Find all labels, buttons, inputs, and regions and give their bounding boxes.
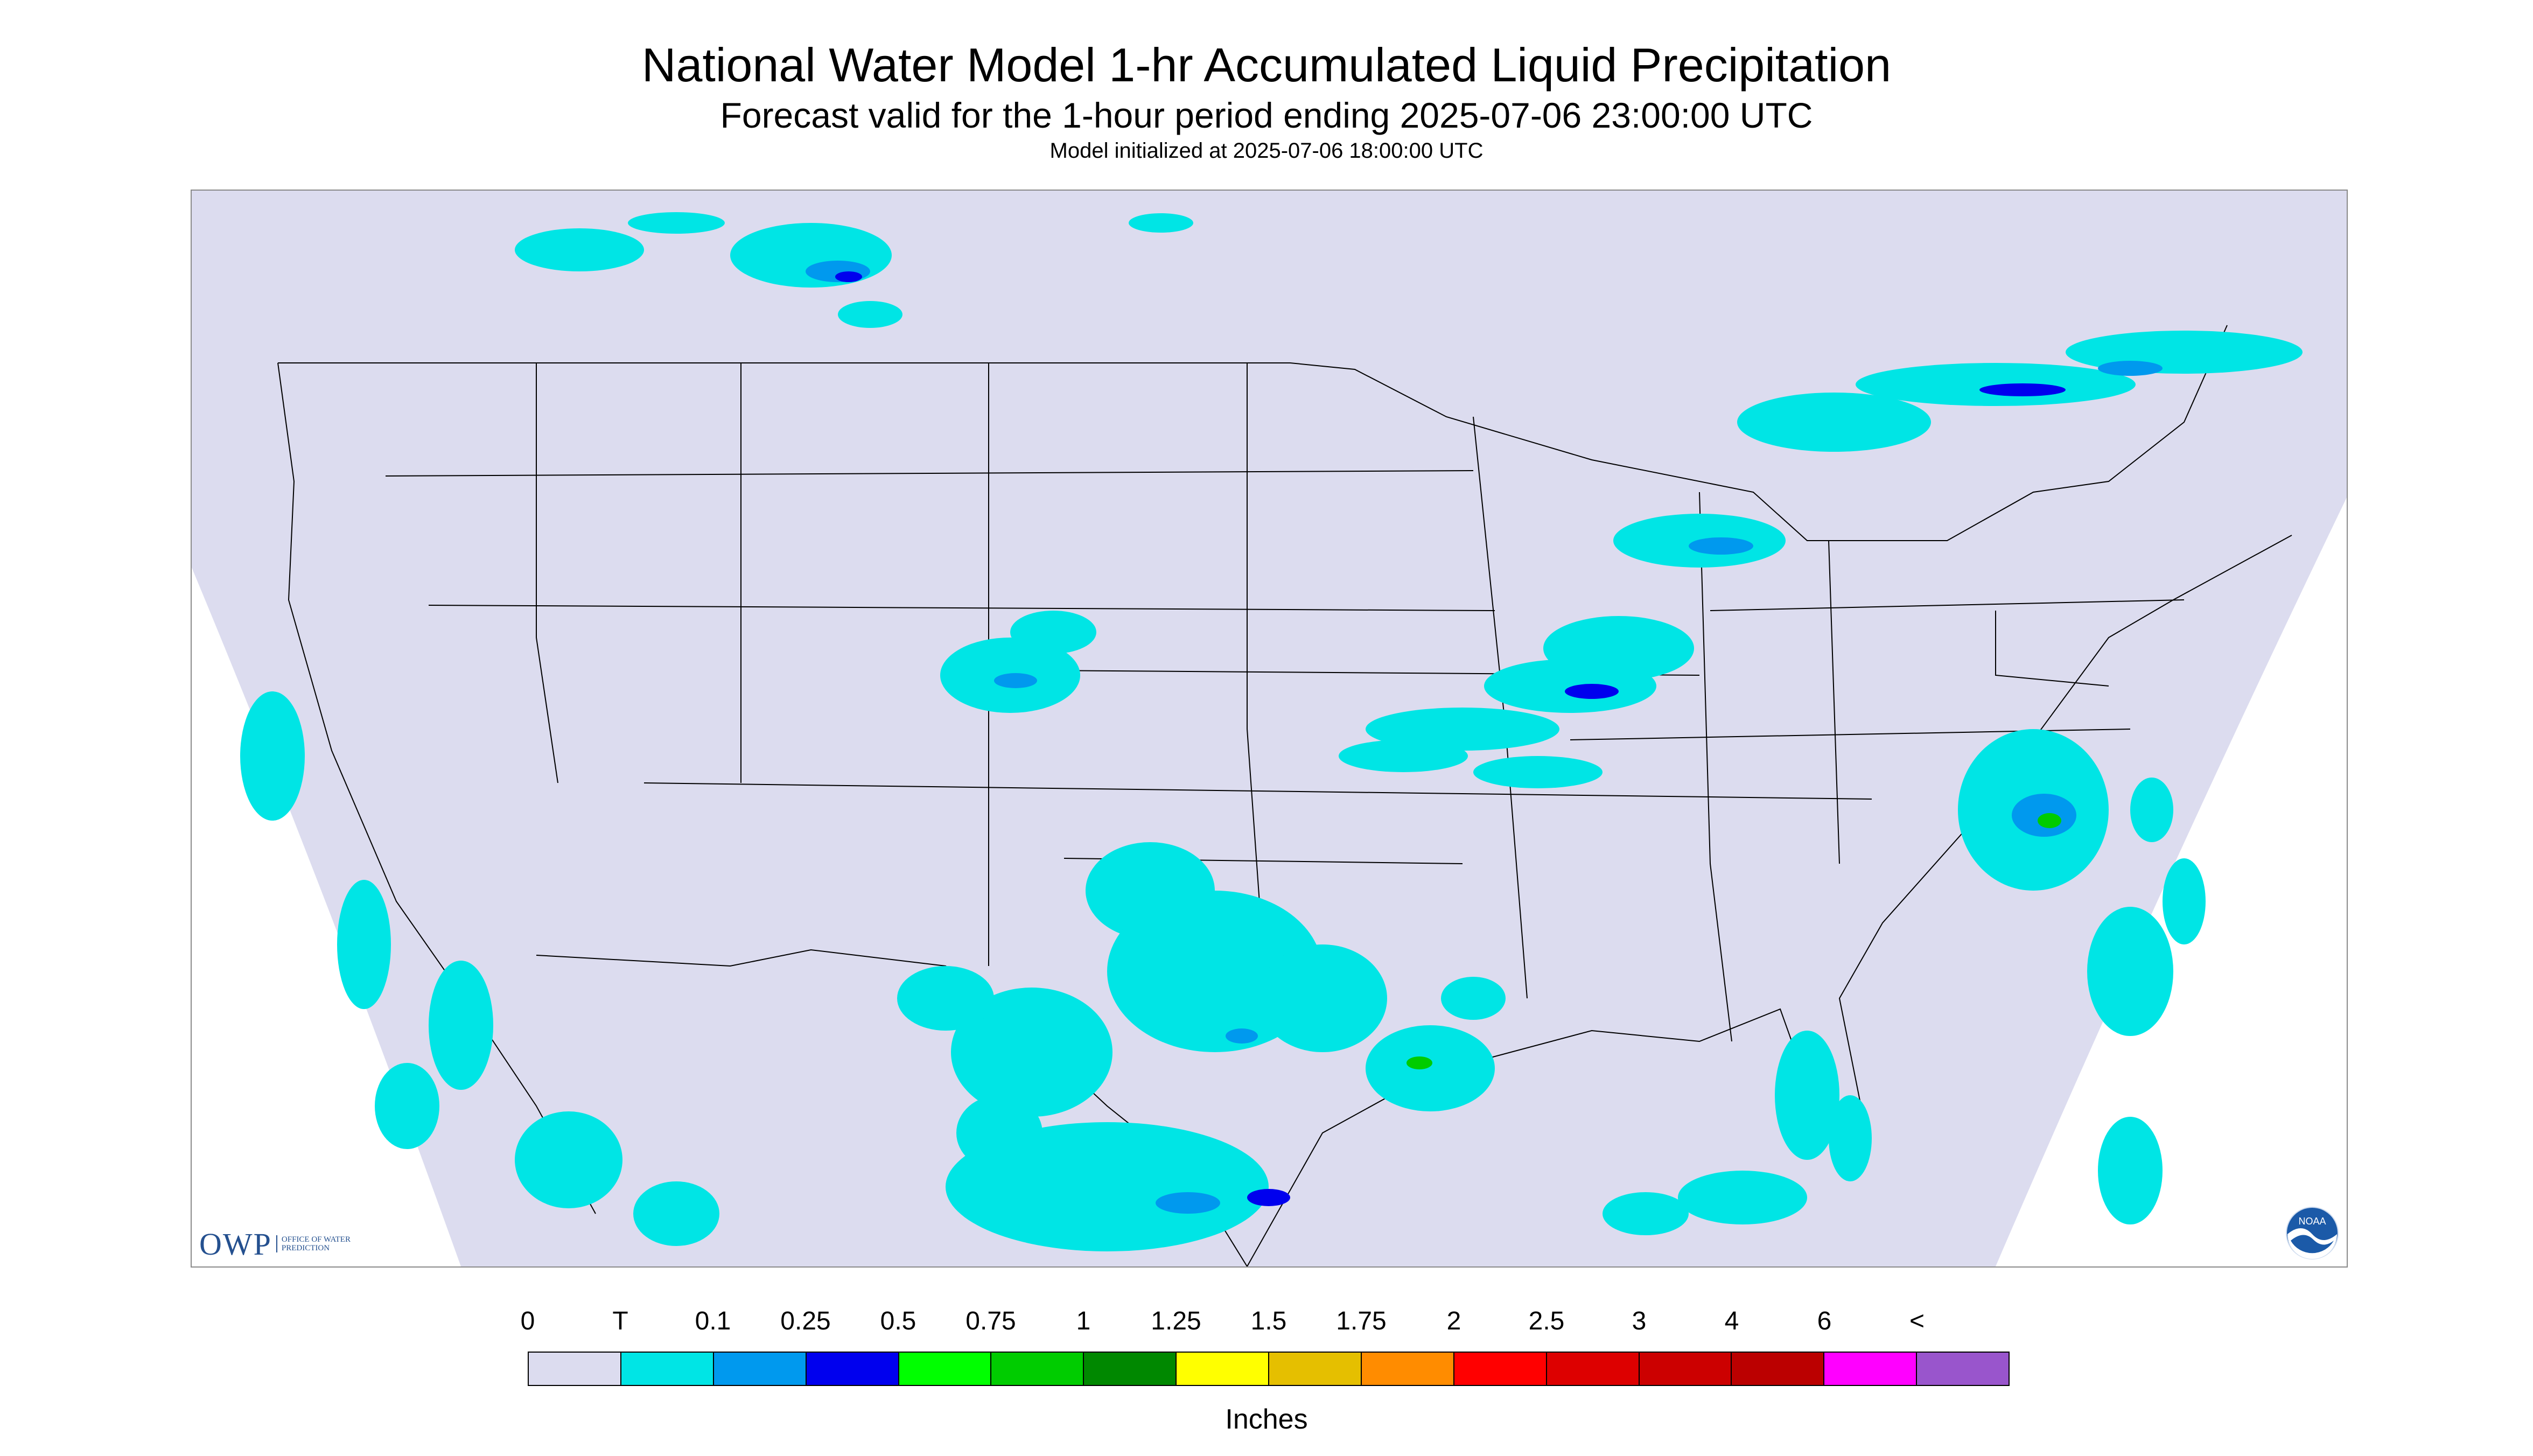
owp-logo-subtext: OFFICE OF WATER PREDICTION [276,1235,352,1252]
map-subtitle: Forecast valid for the 1-hour period end… [720,95,1813,135]
precip-cell [1678,1171,1807,1224]
legend-tick-label: 1 [1076,1307,1091,1335]
precip-cell [2087,907,2173,1036]
legend-tick-label: 6 [1817,1307,1832,1335]
legend-tick-label: 1.25 [1151,1307,1201,1335]
precip-cell [515,228,644,271]
precip-cell [628,212,725,234]
precip-cell [1366,708,1559,751]
precip-cell [1258,944,1387,1052]
legend-color-bar [528,1352,2010,1386]
legend-tick-label: 4 [1724,1307,1739,1335]
precip-cell [1856,363,2136,406]
precip-cell [1829,1095,1872,1181]
legend-tick-label: 0.75 [965,1307,1016,1335]
owp-logo-text: OWP [199,1226,272,1262]
precip-cell [951,988,1112,1117]
legend-swatch [1639,1353,1732,1385]
legend-tick-label: 0 [520,1307,535,1335]
precip-cell [1441,977,1506,1020]
precip-cell [1689,537,1753,555]
legend-swatch [899,1353,992,1385]
owp-logo: OWP OFFICE OF WATER PREDICTION [199,1226,352,1262]
precip-cell [2163,858,2206,944]
precip-cell [633,1181,719,1246]
legend-tick-label: 2 [1446,1307,1461,1335]
precip-legend: 0 T 0.1 0.25 0.5 0.75 1 1.25 1.5 1.75 2 2.5 3 4 6 < [521,1306,2010,1387]
legend-swatch [713,1353,807,1385]
map-canvas [192,191,2347,1266]
precip-cell [2130,778,2173,842]
legend-tick-label: 1.5 [1250,1307,1287,1335]
legend-tick-label: 0.25 [780,1307,831,1335]
precip-cell [2038,813,2061,828]
precip-cell [994,673,1037,688]
legend-swatch [1547,1353,1640,1385]
legend-swatch [1269,1353,1362,1385]
pacific-coast [277,362,596,1214]
noaa-logo: NOAA [2286,1207,2339,1259]
legend-tick-label: 0.1 [695,1307,731,1335]
legend-swatch [1824,1353,1918,1385]
precip-cell [730,223,892,288]
precip-cell [1565,684,1619,699]
legend-units: Inches [1225,1404,1308,1435]
precip-cell [1010,611,1096,654]
model-init-time: Model initialized at 2025-07-06 18:00:00… [1049,139,1484,163]
legend-swatch [1177,1353,1269,1385]
legend-swatch [1361,1353,1454,1385]
legend-swatch [529,1353,621,1385]
projection-area [192,191,2347,1266]
precip-cell [1156,1192,1220,1214]
legend-tick-label: 3 [1632,1307,1647,1335]
legend-tick-label: T [612,1307,628,1335]
precip-cell [1775,1031,1839,1160]
precip-cell [1484,659,1656,713]
us-canada-border [278,325,2228,541]
legend-swatch [621,1353,714,1385]
legend-tick-label: < [1909,1307,1925,1335]
legend-swatch [1732,1353,1825,1385]
precip-cell [838,301,902,328]
legend-swatch [1454,1353,1547,1385]
precip-cell [1339,740,1468,772]
precip-cell [515,1111,622,1208]
precipitation-map [191,190,2348,1268]
precip-cell [375,1063,439,1149]
precip-cell [1226,1028,1258,1044]
precip-cell [2098,1117,2163,1224]
precip-cell [1979,383,2066,396]
precip-cell [429,961,493,1090]
precip-cell [240,691,305,821]
noaa-logo-text: NOAA [2298,1216,2326,1227]
precip-cell [835,271,862,282]
precipitation-cells [240,212,2303,1251]
precip-cell [337,880,391,1009]
map-title: National Water Model 1-hr Accumulated Li… [641,38,1892,92]
precip-cell [1366,1025,1495,1111]
legend-swatch [1917,1353,2009,1385]
legend-tick-label: 0.5 [880,1307,916,1335]
precip-cell [2098,361,2163,376]
legend-tick-label: 1.75 [1336,1307,1387,1335]
precip-cell [1603,1192,1689,1235]
precip-cell [1737,393,1931,452]
legend-swatch [1084,1353,1177,1385]
precip-cell [1407,1056,1432,1069]
legend-swatch [991,1353,1084,1385]
precip-cell [1473,756,1603,788]
precip-cell [1247,1189,1290,1206]
legend-tick-label: 2.5 [1528,1307,1565,1335]
legend-swatch [806,1353,899,1385]
precip-cell [1129,213,1193,233]
precip-cell [956,1095,1042,1171]
precip-cell [897,966,994,1031]
